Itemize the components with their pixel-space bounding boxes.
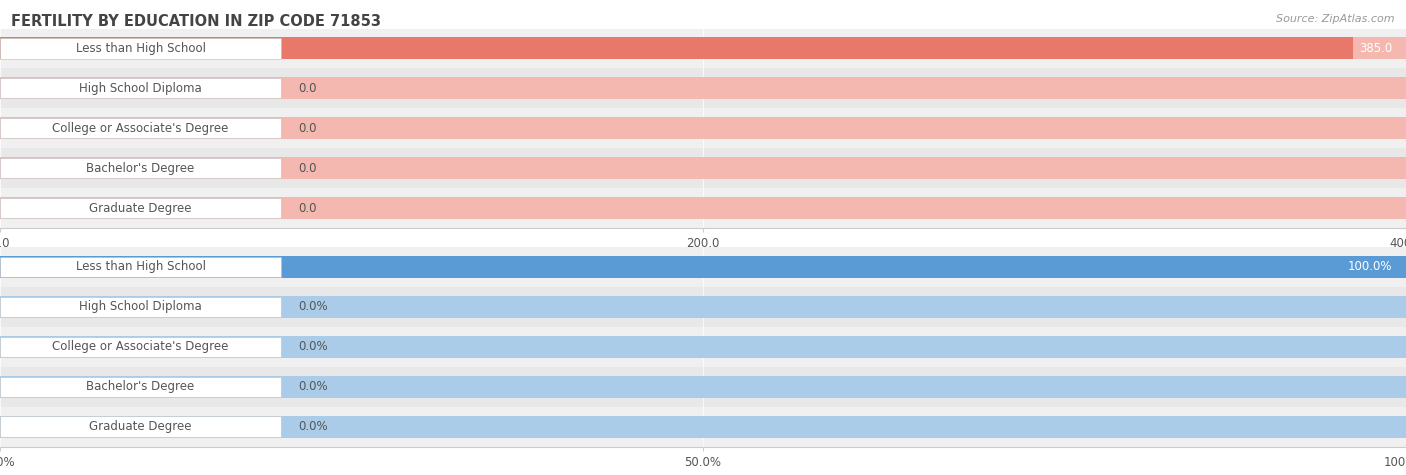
Bar: [0, 148, 1406, 188]
Text: Bachelor's Degree: Bachelor's Degree: [87, 162, 194, 175]
Bar: [0, 38, 281, 58]
Text: Graduate Degree: Graduate Degree: [90, 420, 191, 433]
Text: 0.0: 0.0: [298, 201, 316, 215]
Bar: [0, 376, 1406, 398]
Bar: [0, 188, 1406, 228]
Text: 0.0: 0.0: [298, 122, 316, 135]
Bar: [0, 417, 281, 437]
Bar: [0, 256, 1406, 278]
Bar: [0, 68, 1406, 108]
Text: Bachelor's Degree: Bachelor's Degree: [87, 380, 194, 393]
Bar: [0, 416, 1406, 437]
Bar: [0, 78, 281, 98]
Bar: [0, 296, 1406, 318]
Bar: [0, 158, 281, 178]
Bar: [0, 377, 281, 397]
Bar: [0, 257, 281, 277]
Text: High School Diploma: High School Diploma: [79, 82, 202, 95]
Bar: [0, 407, 1406, 446]
Bar: [0, 198, 281, 218]
Bar: [0, 38, 1406, 59]
Bar: [0, 327, 1406, 367]
Text: Source: ZipAtlas.com: Source: ZipAtlas.com: [1277, 14, 1395, 24]
Bar: [0, 336, 1406, 358]
Bar: [0, 157, 1406, 179]
Bar: [0, 28, 1406, 68]
Text: FERTILITY BY EDUCATION IN ZIP CODE 71853: FERTILITY BY EDUCATION IN ZIP CODE 71853: [11, 14, 381, 29]
Text: 0.0%: 0.0%: [298, 300, 328, 314]
Bar: [0, 256, 1406, 278]
Text: 0.0: 0.0: [298, 162, 316, 175]
Bar: [0, 108, 1406, 148]
Bar: [0, 77, 1406, 99]
Text: 100.0%: 100.0%: [1347, 260, 1392, 274]
Bar: [0, 117, 1406, 139]
Text: Less than High School: Less than High School: [76, 42, 205, 55]
Text: Graduate Degree: Graduate Degree: [90, 201, 191, 215]
Bar: [0, 337, 281, 357]
Bar: [0, 38, 1354, 59]
Bar: [0, 118, 281, 138]
Text: Less than High School: Less than High School: [76, 260, 205, 274]
Text: High School Diploma: High School Diploma: [79, 300, 202, 314]
Text: College or Associate's Degree: College or Associate's Degree: [52, 122, 229, 135]
Text: 0.0%: 0.0%: [298, 340, 328, 353]
Text: 0.0%: 0.0%: [298, 380, 328, 393]
Bar: [0, 287, 1406, 327]
Bar: [0, 297, 281, 317]
Text: 0.0: 0.0: [298, 82, 316, 95]
Text: 385.0: 385.0: [1358, 42, 1392, 55]
Bar: [0, 367, 1406, 407]
Text: 0.0%: 0.0%: [298, 420, 328, 433]
Bar: [0, 247, 1406, 287]
Bar: [0, 197, 1406, 219]
Text: College or Associate's Degree: College or Associate's Degree: [52, 340, 229, 353]
